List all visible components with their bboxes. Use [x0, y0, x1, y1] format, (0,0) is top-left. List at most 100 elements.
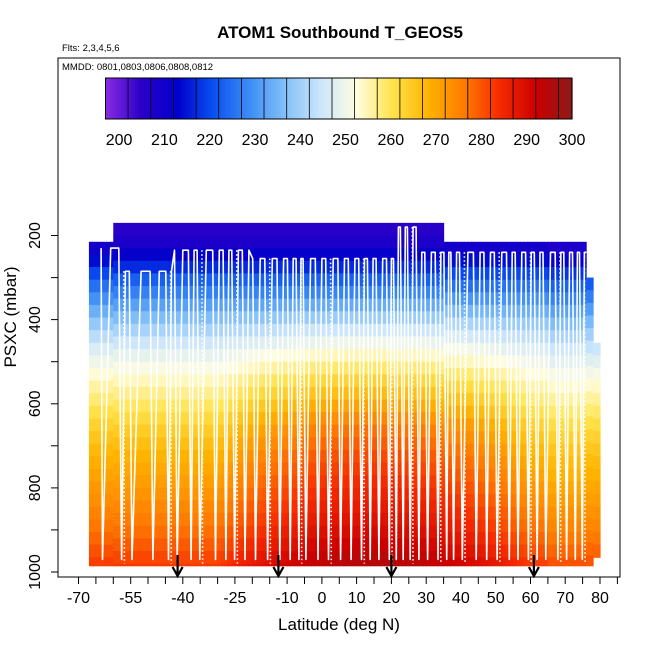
heatmap-cell: [436, 399, 441, 413]
heatmap-cell: [92, 267, 97, 281]
heatmap-cell: [422, 437, 427, 451]
heatmap-cell: [224, 248, 229, 262]
heatmap-cell: [544, 418, 549, 432]
heatmap-cell: [589, 479, 594, 493]
heatmap-cell: [207, 563, 212, 567]
heatmap-cell: [99, 544, 104, 558]
heatmap-cell: [509, 532, 514, 546]
heatmap-cell: [241, 235, 246, 249]
heatmap-cell: [530, 279, 535, 293]
heatmap-cell: [294, 248, 299, 262]
heatmap-cell: [332, 550, 337, 565]
heatmap-cell: [231, 248, 236, 262]
heatmap-cell: [582, 532, 587, 546]
heatmap-cell: [467, 393, 472, 407]
heatmap-cell: [95, 304, 100, 319]
heatmap-cell: [457, 241, 462, 256]
heatmap-cell: [203, 222, 208, 237]
heatmap-cell: [88, 557, 94, 567]
heatmap-cell: [520, 292, 525, 306]
heatmap-cell: [485, 292, 490, 306]
heatmap-cell: [450, 241, 455, 256]
heatmap-cell: [161, 462, 167, 476]
heatmap-cell: [276, 285, 281, 300]
heatmap-cell: [478, 431, 483, 445]
heatmap-cell: [158, 525, 163, 539]
colorbar-segment: [329, 78, 333, 119]
heatmap-cell: [193, 513, 198, 527]
heatmap-cell: [374, 437, 379, 451]
heatmap-cell: [175, 248, 180, 262]
heatmap-cell: [401, 260, 406, 274]
heatmap-cell: [342, 500, 347, 514]
heatmap-cell: [579, 532, 584, 546]
heatmap-cell: [262, 222, 267, 237]
heatmap-cell: [217, 462, 222, 476]
heatmap-cell: [175, 349, 180, 363]
heatmap-cell: [502, 355, 507, 369]
heatmap-cell: [429, 563, 434, 567]
heatmap-cell: [120, 563, 125, 567]
heatmap-cell: [259, 424, 264, 438]
heatmap-cell: [457, 494, 462, 508]
heatmap-cell: [447, 544, 452, 558]
heatmap-cell: [175, 235, 180, 249]
y-tick-label: 800: [27, 474, 44, 501]
heatmap-cell: [453, 532, 459, 546]
heatmap-cell: [453, 468, 459, 483]
heatmap-cell: [460, 342, 466, 356]
heatmap-cell: [443, 267, 448, 281]
heatmap-cell: [464, 481, 469, 495]
heatmap-cell: [433, 399, 438, 413]
heatmap-cell: [255, 311, 260, 325]
heatmap-cell: [367, 563, 372, 567]
heatmap-cell: [245, 475, 250, 489]
heatmap-cell: [325, 563, 330, 567]
heatmap-cell: [349, 399, 354, 413]
heatmap-cell: [544, 431, 549, 445]
heatmap-cell: [554, 557, 559, 567]
heatmap-cell: [148, 437, 153, 451]
heatmap-cell: [544, 330, 549, 344]
heatmap-cell: [238, 399, 243, 413]
heatmap-cell: [241, 525, 246, 539]
heatmap-cell: [255, 336, 260, 350]
heatmap-cell: [412, 374, 417, 388]
heatmap-cell: [405, 386, 410, 401]
heatmap-cell: [148, 248, 153, 262]
heatmap-cell: [523, 380, 528, 394]
heatmap-cell: [405, 311, 410, 325]
heatmap-cell: [325, 285, 330, 300]
heatmap-cell: [349, 361, 354, 375]
colorbar-segment: [282, 78, 285, 119]
heatmap-cell: [596, 431, 601, 445]
heatmap-cell: [217, 361, 222, 375]
heatmap-cell: [551, 279, 556, 293]
heatmap-cell: [520, 494, 525, 508]
heatmap-cell: [224, 235, 229, 249]
heatmap-cell: [123, 222, 128, 237]
heatmap-cell: [248, 550, 253, 565]
heatmap-cell: [572, 330, 577, 344]
heatmap-cell: [380, 513, 386, 527]
heatmap-cell: [266, 311, 271, 325]
heatmap-cell: [467, 443, 472, 457]
heatmap-cell: [492, 393, 497, 407]
heatmap-cell: [335, 525, 340, 539]
heatmap-cell: [273, 450, 278, 464]
heatmap-cell: [488, 431, 493, 445]
heatmap-cell: [161, 323, 167, 338]
heatmap-cell: [346, 462, 351, 476]
heatmap-cell: [440, 235, 445, 249]
heatmap-cell: [412, 487, 417, 502]
heatmap-cell: [109, 380, 114, 394]
heatmap-cell: [130, 260, 135, 274]
heatmap-cell: [311, 222, 316, 237]
heatmap-cell: [221, 462, 226, 476]
colorbar-segment: [406, 78, 410, 119]
heatmap-cell: [526, 342, 532, 356]
heatmap-cell: [217, 311, 222, 325]
heatmap-cell: [175, 361, 180, 375]
heatmap-cell: [540, 544, 545, 558]
heatmap-cell: [474, 431, 479, 445]
